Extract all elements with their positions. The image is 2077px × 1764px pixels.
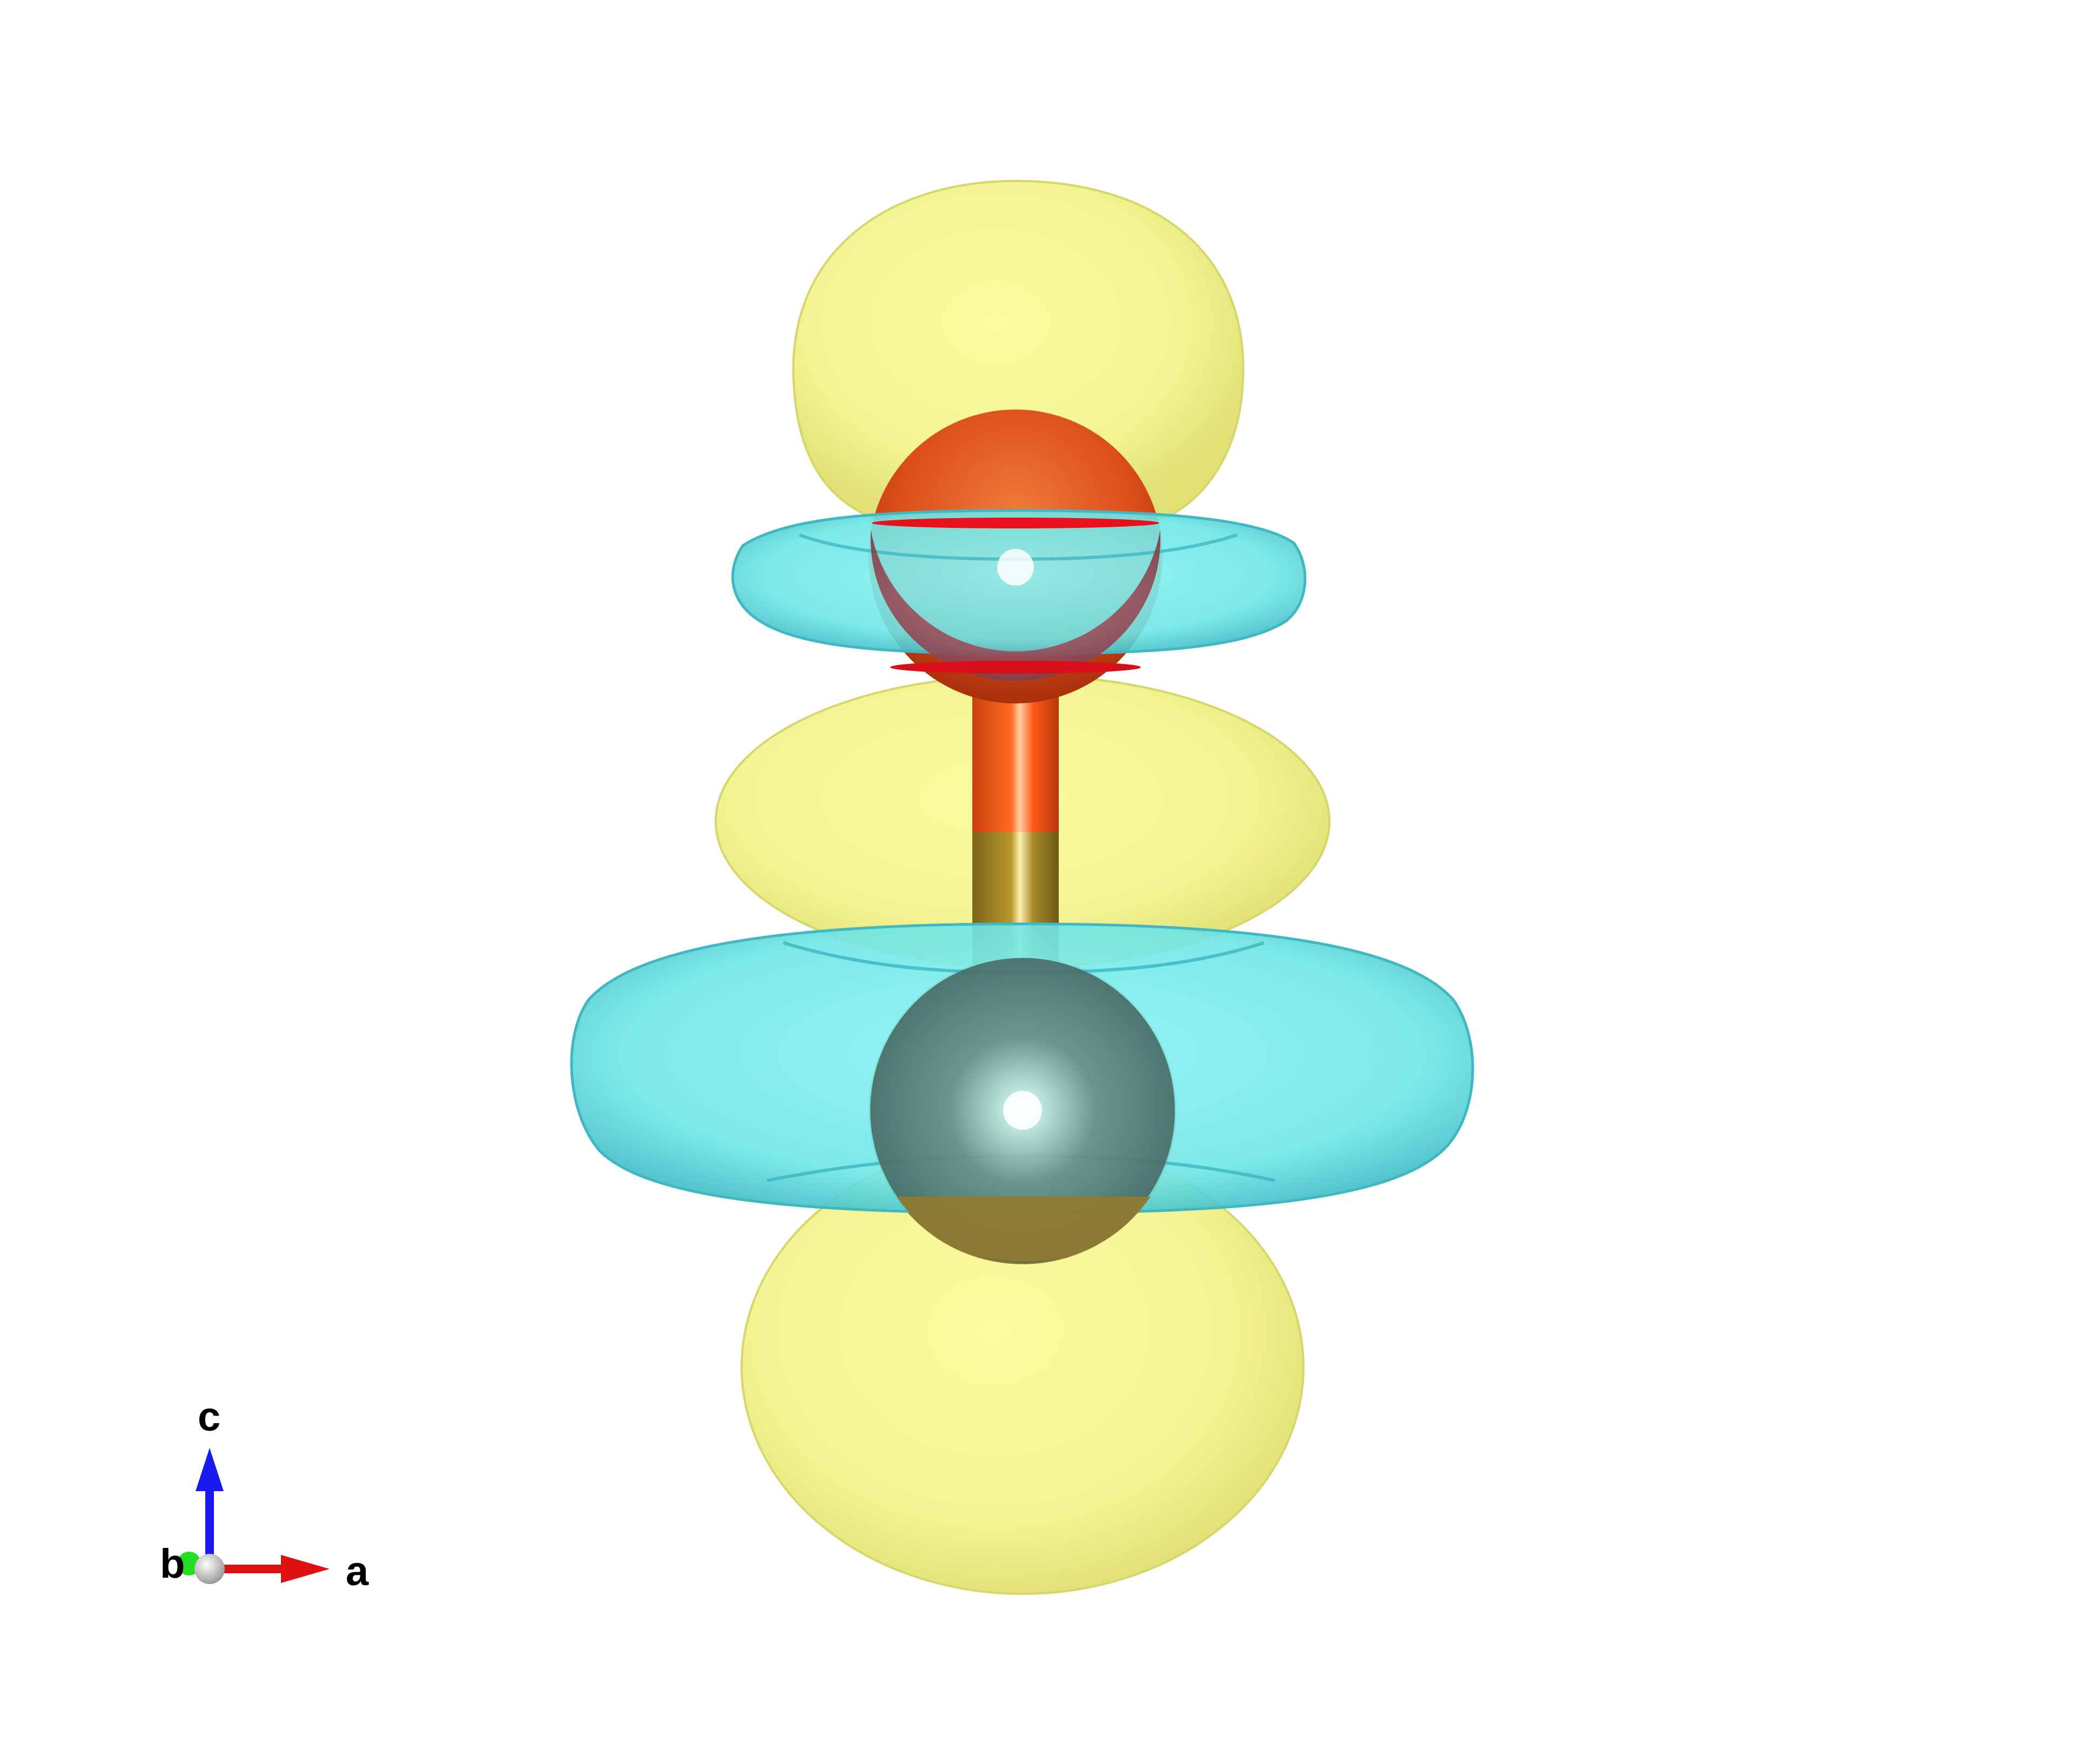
bottom-atom-lower-cap <box>897 1197 1151 1262</box>
top-atom-band-lower <box>890 661 1141 674</box>
bond-upper-half <box>972 683 1059 832</box>
top-atom-lower-shell <box>871 529 1160 681</box>
top-atom-band-upper <box>872 518 1159 528</box>
a-axis-arrowhead <box>281 1555 330 1583</box>
bottom-atom-highlight <box>1003 1091 1042 1130</box>
c-axis-arrowhead <box>196 1448 224 1491</box>
axis-indicator: c b a <box>160 1394 369 1594</box>
top-atom-highlight <box>997 549 1034 586</box>
axis-origin <box>194 1554 225 1584</box>
positive-lobe-top <box>792 179 1245 520</box>
b-axis-label: b <box>160 1541 185 1587</box>
c-axis-label: c <box>198 1394 220 1440</box>
a-axis-label: a <box>346 1548 369 1594</box>
